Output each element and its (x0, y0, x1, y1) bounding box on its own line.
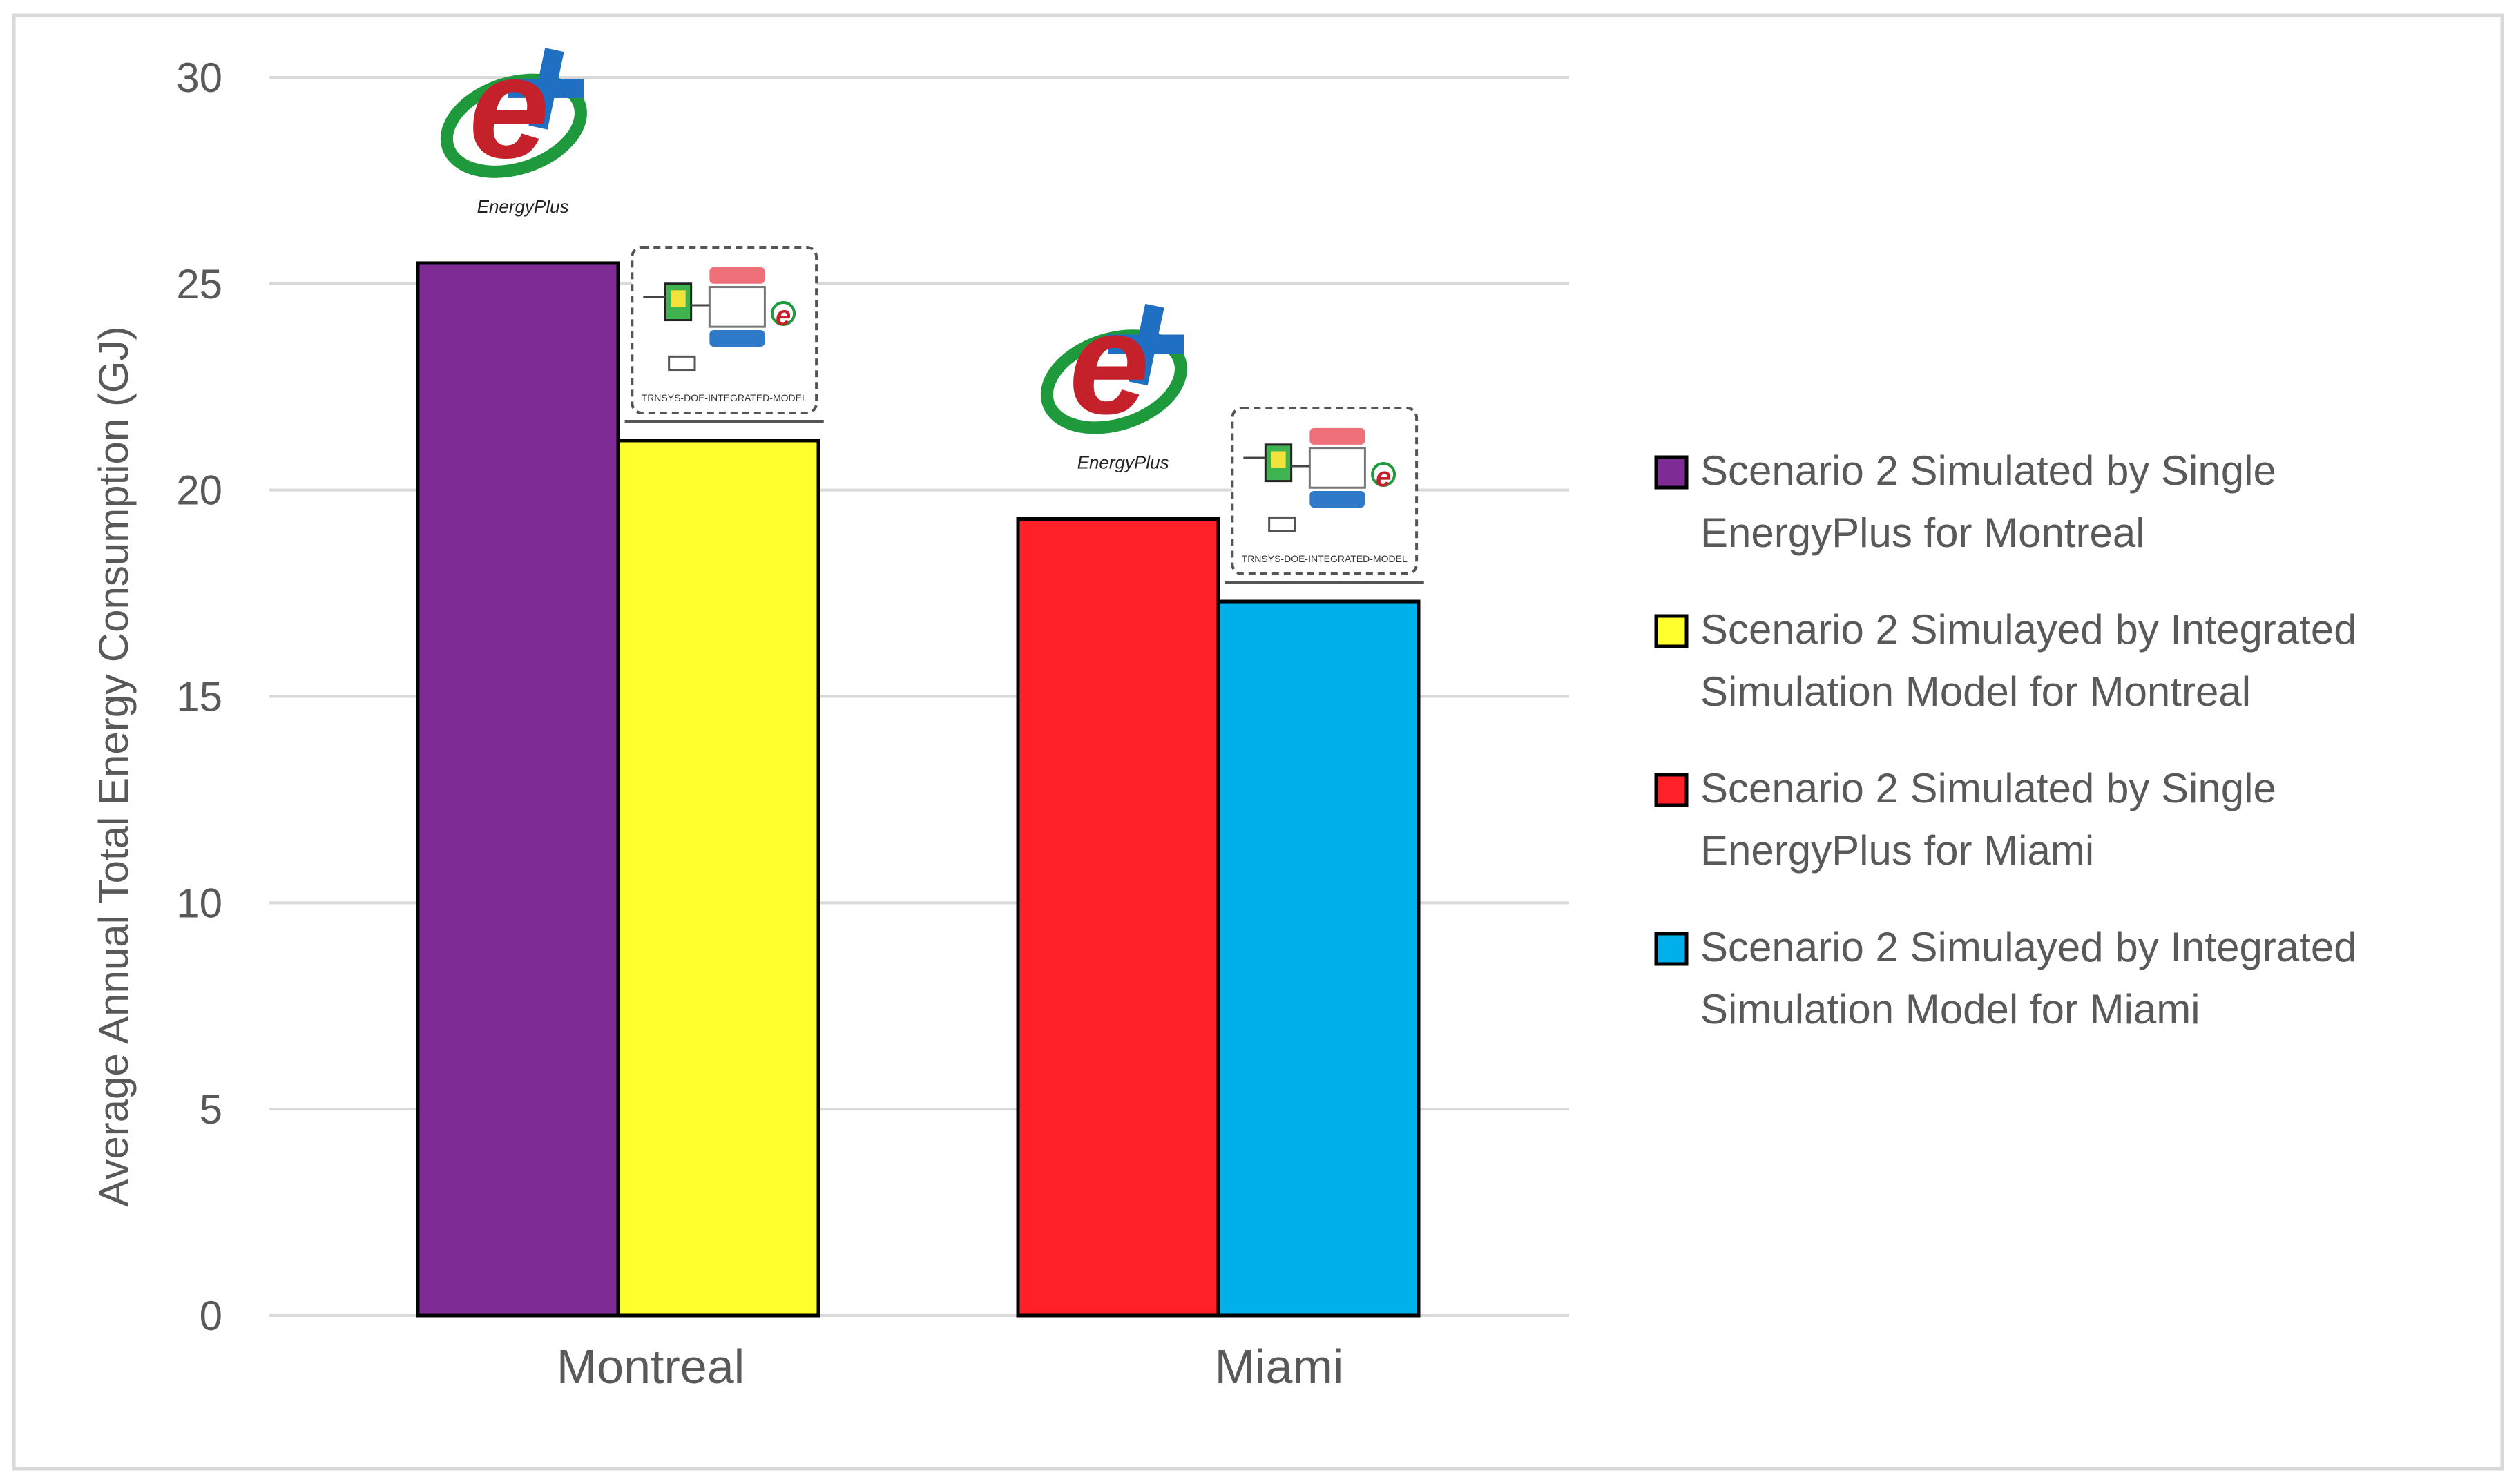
diagram-top-block (1309, 427, 1365, 445)
legend-label: EnergyPlus for Miami (1700, 827, 2094, 874)
diagram-small-box (668, 355, 696, 372)
legend-label: Scenario 2 Simulated by Single (1700, 447, 2276, 494)
logo-swoosh (440, 73, 587, 178)
bar (1216, 599, 1421, 1318)
legend-label: Scenario 2 Simulated by Single (1700, 765, 2276, 811)
bar (616, 439, 820, 1318)
y-axis-ticks: 0 5 10 15 20 25 30 (176, 55, 222, 1339)
bar (416, 261, 620, 1318)
logo-letter: e (1069, 282, 1150, 445)
y-tick-label: 25 (176, 261, 222, 307)
legend-swatch (1654, 455, 1689, 490)
y-tick-label: 15 (176, 674, 222, 720)
diagram-top-block (709, 267, 765, 284)
x-tick-label: Montreal (557, 1340, 745, 1394)
y-tick-label: 30 (176, 55, 222, 101)
diagram-bottom-block (1309, 491, 1365, 508)
diagram-caption: TRNSYS-DOE-INTEGRATED-MODEL (642, 392, 807, 403)
legend-swatch (1654, 932, 1689, 966)
diagram-mini-letter: e (1376, 462, 1391, 492)
diagram-thermal-inner (1271, 451, 1286, 468)
diagram-caption: TRNSYS-DOE-INTEGRATED-MODEL (1242, 553, 1408, 564)
diagram-mini-logo (771, 300, 796, 326)
logo-letter: e (469, 26, 550, 189)
y-tick-label: 20 (176, 468, 222, 514)
diagram-mini-letter: e (776, 301, 791, 331)
y-tick-label: 5 (200, 1086, 222, 1133)
energyplus-logo: e EnergyPlus (1040, 282, 1187, 473)
legend-label: Scenario 2 Simulayed by Integrated (1700, 924, 2357, 970)
logo-swoosh (1040, 329, 1187, 434)
diagram-small-box (1268, 516, 1296, 532)
integrated-model-diagram-icon: e TRNSYS-DOE-INTEGRATED-MODEL (624, 245, 824, 423)
legend-swatch (1654, 614, 1689, 648)
y-tick-label: 0 (200, 1293, 222, 1339)
bars (416, 261, 1421, 1318)
diagram-mini-logo (1371, 462, 1396, 488)
logo-plus-horizontal (508, 78, 584, 98)
x-tick-label: Miami (1215, 1340, 1344, 1394)
logo-caption: EnergyPlus (477, 196, 569, 217)
legend: Scenario 2 Simulated by Single EnergyPlus… (1654, 447, 2357, 1032)
logo-caption: EnergyPlus (1077, 452, 1169, 473)
legend-label: Simulation Model for Miami (1700, 986, 2200, 1032)
diagram-thermal-inner (671, 290, 686, 307)
diagram-mid-block (708, 286, 766, 328)
y-axis-label: Average Annual Total Energy Consumption … (90, 326, 137, 1206)
diagram-bottom-block (709, 329, 765, 347)
diagram-mid-block (1308, 447, 1366, 489)
legend-label: Simulation Model for Montreal (1700, 668, 2251, 715)
legend-swatch (1654, 773, 1689, 807)
legend-label: Scenario 2 Simulayed by Integrated (1700, 606, 2357, 653)
logo-plus-horizontal (1108, 334, 1184, 354)
energyplus-logo: e EnergyPlus (440, 26, 587, 217)
legend-label: EnergyPlus for Montreal (1700, 510, 2145, 556)
bar (1016, 517, 1220, 1318)
integrated-model-diagram-icon: e TRNSYS-DOE-INTEGRATED-MODEL (1225, 407, 1424, 584)
y-tick-label: 10 (176, 880, 222, 926)
x-axis-ticks: Montreal Miami (557, 1340, 1344, 1394)
